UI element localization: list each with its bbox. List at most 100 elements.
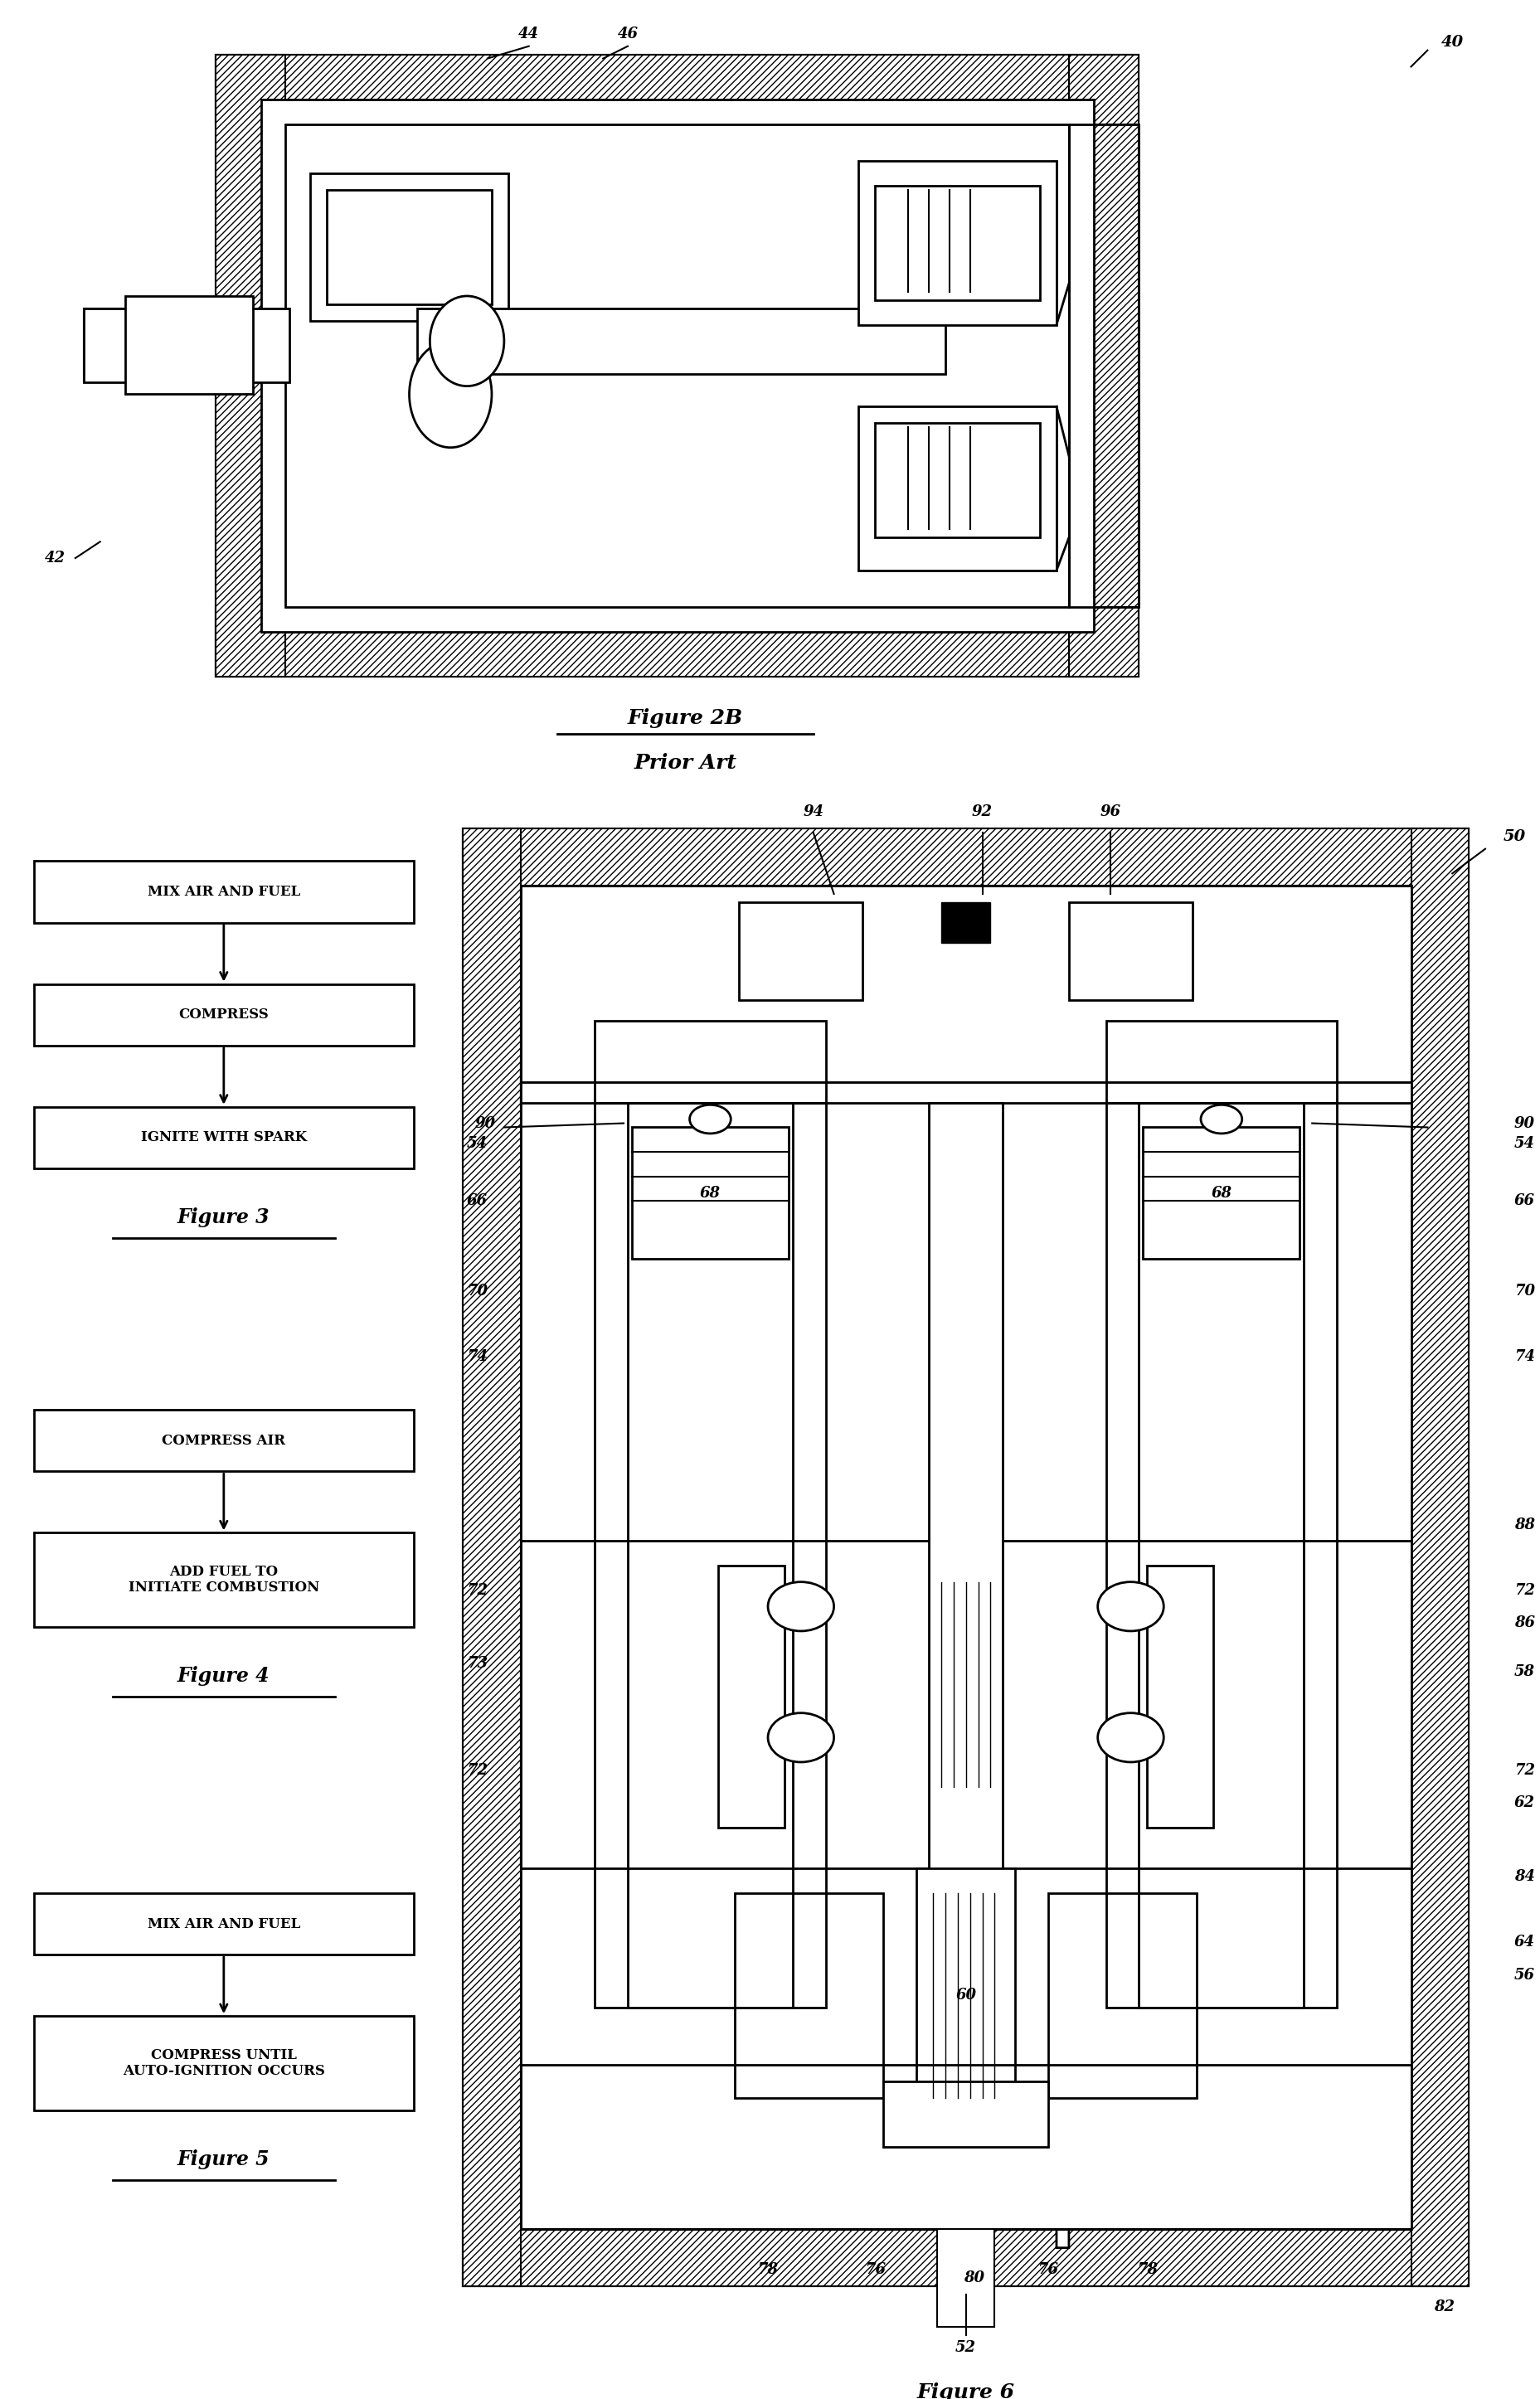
Bar <box>521 1063 579 1111</box>
Text: 72: 72 <box>1514 1763 1535 1778</box>
Text: 70: 70 <box>1514 1283 1535 1298</box>
Bar <box>859 405 1056 571</box>
Text: Figure 3: Figure 3 <box>177 1207 269 1228</box>
Bar <box>747 907 855 931</box>
Bar <box>125 295 253 393</box>
Bar <box>83 309 290 381</box>
Bar <box>1106 1104 1337 2008</box>
Bar <box>1064 1540 1411 1869</box>
Text: 76: 76 <box>865 2262 885 2277</box>
Bar <box>1049 1893 1197 2097</box>
Bar <box>1304 1104 1337 2008</box>
Text: Figure 2B: Figure 2B <box>628 708 744 727</box>
Bar <box>34 1533 413 1627</box>
Text: 96: 96 <box>1100 804 1121 820</box>
Text: 62: 62 <box>1514 1794 1535 1811</box>
Bar <box>83 309 125 381</box>
Bar <box>1076 907 1184 931</box>
Bar <box>859 161 1056 324</box>
Bar <box>916 1869 1015 2123</box>
Bar <box>311 173 508 321</box>
Bar <box>521 2066 1411 2229</box>
Bar <box>216 55 285 677</box>
Text: MIX AIR AND FUEL: MIX AIR AND FUEL <box>148 885 300 900</box>
Bar <box>594 1022 825 1104</box>
Text: 88: 88 <box>1514 1516 1535 1533</box>
Bar <box>464 2229 1469 2286</box>
Bar <box>521 885 1411 2229</box>
Text: 42: 42 <box>45 552 65 566</box>
Bar <box>875 185 1040 300</box>
Bar <box>631 1128 788 1259</box>
Bar <box>285 125 565 607</box>
Text: 86: 86 <box>1514 1615 1535 1631</box>
Text: 73: 73 <box>467 1655 488 1672</box>
Bar <box>34 984 413 1046</box>
Text: 52: 52 <box>955 2341 976 2356</box>
Text: Figure 5: Figure 5 <box>177 2150 269 2169</box>
Bar <box>941 902 990 943</box>
Text: 90: 90 <box>476 1116 496 1130</box>
Bar <box>464 828 1469 2286</box>
Bar <box>260 98 1093 631</box>
Text: 78: 78 <box>1137 2262 1158 2277</box>
Polygon shape <box>1056 2087 1069 2248</box>
Ellipse shape <box>1098 1581 1164 1631</box>
Text: Prior Art: Prior Art <box>634 753 736 772</box>
Bar <box>719 1567 784 1828</box>
Text: 40: 40 <box>1441 34 1463 50</box>
Text: 94: 94 <box>802 804 824 820</box>
Bar <box>884 2082 1049 2147</box>
Text: 78: 78 <box>758 2262 778 2277</box>
Text: 70: 70 <box>467 1283 488 1298</box>
Bar <box>1069 125 1140 607</box>
Bar <box>1143 1128 1300 1152</box>
Bar <box>216 55 1140 677</box>
Bar <box>1106 1104 1140 2008</box>
Bar <box>628 1104 793 2008</box>
Text: COMPRESS UNTIL
AUTO-IGNITION OCCURS: COMPRESS UNTIL AUTO-IGNITION OCCURS <box>123 2049 325 2078</box>
Text: 76: 76 <box>1038 2262 1058 2277</box>
Bar <box>1147 1567 1214 1828</box>
Bar <box>216 55 1140 125</box>
Text: 60: 60 <box>955 1989 976 2003</box>
Text: 72: 72 <box>1514 1583 1535 1598</box>
Text: COMPRESS AIR: COMPRESS AIR <box>162 1435 285 1447</box>
Bar <box>34 1106 413 1168</box>
Text: Figure 4: Figure 4 <box>177 1667 269 1686</box>
Text: 58: 58 <box>1514 1665 1535 1679</box>
Text: 74: 74 <box>467 1348 488 1365</box>
Bar <box>929 1104 1003 2126</box>
Bar <box>594 1022 825 1104</box>
Bar <box>521 885 1411 1082</box>
Bar <box>311 173 508 321</box>
Bar <box>884 2082 1049 2147</box>
Bar <box>521 1082 1411 1104</box>
Text: 66: 66 <box>467 1195 488 1209</box>
Ellipse shape <box>410 341 491 449</box>
Bar <box>34 1411 413 1471</box>
Text: 90: 90 <box>1514 1116 1535 1130</box>
Text: 72: 72 <box>467 1763 488 1778</box>
Bar <box>739 902 862 1000</box>
Bar <box>464 828 521 2286</box>
Text: 56: 56 <box>1514 1967 1535 1982</box>
Bar <box>875 422 1040 537</box>
Bar <box>1143 1128 1300 1259</box>
Bar <box>1140 1104 1304 2008</box>
Bar <box>521 885 1411 1082</box>
Text: 46: 46 <box>618 26 638 41</box>
Bar <box>1069 902 1192 1000</box>
Ellipse shape <box>430 295 504 386</box>
Text: Figure 6: Figure 6 <box>916 2382 1015 2399</box>
Text: ADD FUEL TO
INITIATE COMBUSTION: ADD FUEL TO INITIATE COMBUSTION <box>128 1564 319 1595</box>
Bar <box>735 1893 884 2097</box>
Bar <box>34 861 413 924</box>
Text: 74: 74 <box>1514 1348 1535 1365</box>
Bar <box>521 2066 1411 2229</box>
Bar <box>464 828 1469 885</box>
Text: 44: 44 <box>519 26 539 41</box>
Bar <box>1147 1567 1214 1828</box>
Bar <box>1411 828 1469 2286</box>
Bar <box>1106 1022 1337 1104</box>
